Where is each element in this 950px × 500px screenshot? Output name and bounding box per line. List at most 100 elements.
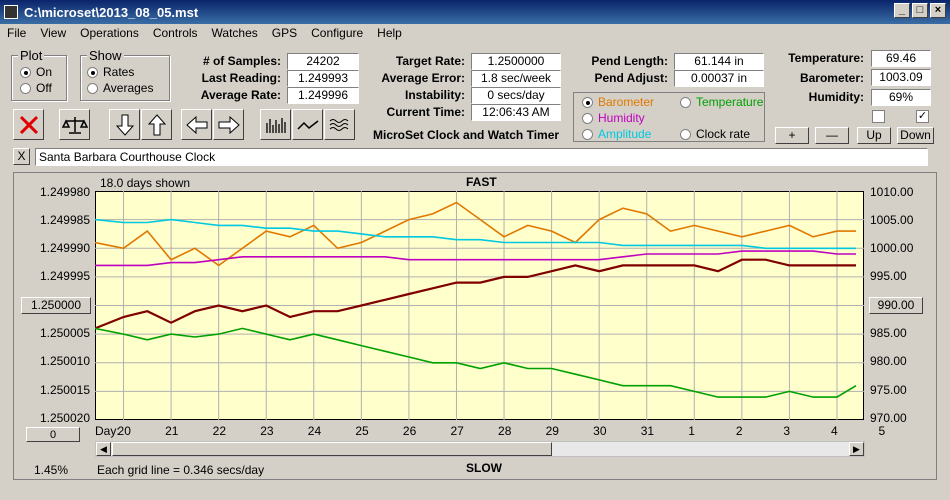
day-tick-label: 23 (260, 424, 274, 438)
barometer-value: 1003.09 (871, 69, 931, 86)
pend-length-value: 61.144 in (674, 53, 764, 70)
line-view-button[interactable] (292, 109, 323, 140)
checkbox-2[interactable]: ✓ (916, 110, 929, 123)
menu-help[interactable]: Help (377, 26, 402, 40)
clock-rate-radio[interactable]: Clock rate (680, 127, 750, 141)
series-line-temperature (95, 327, 857, 398)
right-tick: 1005.00 (870, 213, 914, 227)
day-tick-label: 21 (165, 424, 179, 438)
menu-view[interactable]: View (40, 26, 67, 40)
left-tick: 1.249990 (39, 241, 90, 255)
title-bar: C:\microset\2013_08_05.mst (0, 0, 950, 24)
radio-dot (20, 82, 31, 94)
amplitude-radio[interactable]: Amplitude (582, 127, 651, 141)
scroll-thumb[interactable] (112, 442, 552, 456)
bars-icon (265, 117, 286, 133)
maximize-button[interactable]: □ (912, 3, 928, 18)
menu-operations[interactable]: Operations (80, 26, 139, 40)
clock-rate-option-label: Clock rate (696, 127, 751, 141)
plot-off-label: Off (36, 81, 52, 95)
plot-group: Plot On Off (11, 48, 67, 101)
humidity-value: 69% (871, 89, 931, 106)
day-tick-label: 27 (450, 424, 464, 438)
menu-file[interactable]: File (7, 26, 27, 40)
day-tick-label: 28 (498, 424, 512, 438)
pend-length-label: Pend Length: (591, 54, 668, 68)
zero-button[interactable]: 0 (26, 427, 80, 442)
left-center-button[interactable]: 1.250000 (21, 297, 91, 314)
right-tick: 995.00 (870, 269, 907, 283)
radio-dot (680, 96, 691, 108)
day-tick-label: 30 (593, 424, 607, 438)
arrow-right-button[interactable] (213, 109, 244, 140)
days-shown: 18.0 days shown (100, 176, 191, 190)
balance-button[interactable] (59, 109, 90, 140)
arrow-down-button[interactable] (109, 109, 140, 140)
instability-value: 0 secs/day (471, 87, 561, 104)
menu-gps[interactable]: GPS (271, 26, 298, 40)
day-tick-label: 29 (545, 424, 559, 438)
left-tick: 1.249985 (39, 213, 90, 227)
target-rate-value: 1.2500000 (471, 53, 561, 70)
zoom-out-button[interactable]: — (815, 127, 849, 144)
zoom-in-button[interactable]: + (775, 127, 809, 144)
plot-on-radio[interactable]: On (20, 65, 52, 79)
temperature-radio[interactable]: Temperature (680, 95, 763, 109)
scroll-left-button[interactable]: ◀ (96, 442, 111, 456)
checkbox-1[interactable] (872, 110, 885, 123)
temperature-label: Temperature: (788, 51, 864, 65)
average-rate-label: Average Rate: (200, 88, 281, 102)
close-window-button[interactable]: × (930, 3, 946, 18)
right-tick: 975.00 (870, 383, 907, 397)
samples-value: 24202 (287, 53, 359, 70)
arrow-left-button[interactable] (181, 109, 212, 140)
down-button[interactable]: Down (897, 127, 934, 144)
arrow-up-button[interactable] (141, 109, 172, 140)
right-tick: 985.00 (870, 326, 907, 340)
plot-off-radio[interactable]: Off (20, 81, 52, 95)
up-button[interactable]: Up (857, 127, 891, 144)
watch-name-field[interactable]: Santa Barbara Courthouse Clock (35, 148, 928, 166)
left-tick: 1.249980 (39, 185, 90, 199)
show-rates-radio[interactable]: Rates (87, 65, 134, 79)
menu-controls[interactable]: Controls (152, 26, 198, 40)
temperature-option-label: Temperature (696, 95, 764, 109)
left-tick: 1.250005 (39, 326, 90, 340)
humidity-radio[interactable]: Humidity (582, 111, 645, 125)
menu-watches[interactable]: Watches (211, 26, 258, 40)
stop-button[interactable] (13, 109, 44, 140)
plot-group-title: Plot (18, 48, 45, 63)
minimize-button[interactable]: _ (894, 3, 910, 18)
day-label: Day: (95, 424, 120, 438)
show-group-title: Show (87, 48, 124, 63)
temperature-value: 69.46 (871, 50, 931, 67)
current-time-label: Current Time: (386, 105, 465, 119)
day-tick-label: 25 (355, 424, 369, 438)
radio-dot (20, 66, 31, 78)
right-tick: 970.00 (870, 411, 907, 425)
percent-readout: 1.45% (34, 463, 69, 477)
humidity-option-label: Humidity (598, 111, 645, 125)
right-tick: 1000.00 (870, 241, 914, 255)
waves-view-button[interactable] (324, 109, 355, 140)
radio-dot (582, 96, 593, 108)
barometer-radio[interactable]: Barometer (582, 95, 654, 109)
show-averages-label: Averages (103, 81, 154, 95)
radio-dot (582, 128, 593, 140)
waves-icon (329, 118, 348, 131)
time-scrollbar[interactable]: ◀ ▶ (95, 441, 865, 457)
clear-watch-button[interactable]: X (13, 148, 30, 165)
series-line-barometer (95, 201, 856, 267)
day-tick-label: 20 (117, 424, 131, 438)
last-reading-value: 1.249993 (287, 70, 359, 87)
right-center-button[interactable]: 990.00 (869, 297, 923, 314)
bars-view-button[interactable] (260, 109, 291, 140)
samples-label: # of Samples: (202, 54, 281, 68)
show-averages-radio[interactable]: Averages (87, 81, 153, 95)
menu-configure[interactable]: Configure (311, 26, 364, 40)
radio-dot (582, 112, 593, 124)
scroll-right-button[interactable]: ▶ (849, 442, 864, 456)
amplitude-option-label: Amplitude (598, 127, 652, 141)
series-line-humidity (95, 250, 856, 267)
day-tick-label: 5 (878, 424, 886, 438)
